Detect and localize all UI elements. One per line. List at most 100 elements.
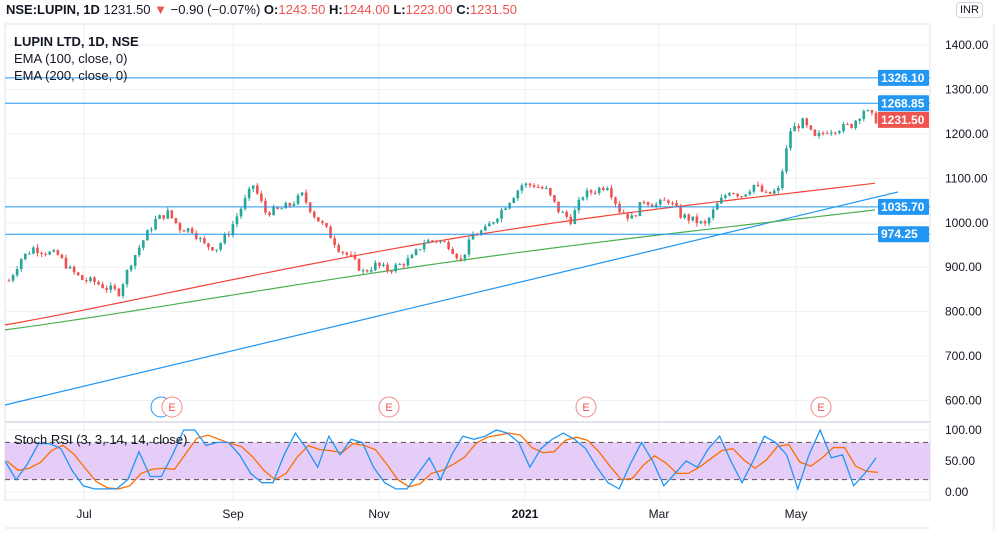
candle-body <box>585 190 589 198</box>
candle-body <box>129 265 133 271</box>
symbol-label: NSE:LUPIN, 1D <box>6 2 100 17</box>
stoch-rsi-legend[interactable]: Stoch RSI (3, 3, 14, 14, close) <box>14 432 188 447</box>
candle-body <box>349 254 353 256</box>
candle-body <box>451 248 454 254</box>
price-tick-label: 1100.00 <box>945 171 988 185</box>
candle-body <box>329 226 332 239</box>
candle-body <box>455 253 459 259</box>
candle-body <box>109 285 113 290</box>
candle-body <box>691 216 695 221</box>
candle-body <box>361 270 365 272</box>
candle-body <box>304 192 308 203</box>
candle-body <box>532 185 536 187</box>
candle-body <box>410 254 414 259</box>
candle-body <box>365 270 369 272</box>
candle-body <box>858 118 862 121</box>
low-value: 1223.00 <box>405 2 453 17</box>
candle-body <box>797 126 800 129</box>
candle-body <box>439 241 442 243</box>
candle-body <box>699 221 703 224</box>
candle-body <box>622 212 625 214</box>
candle-body <box>231 224 235 236</box>
stoch-tick-label: 50.00 <box>945 454 975 468</box>
price-tick-label: 1300.00 <box>945 82 989 96</box>
candle-body <box>113 285 117 289</box>
candle-body <box>459 258 463 260</box>
candle-body <box>418 249 422 251</box>
candle-body <box>64 257 68 269</box>
candle-body <box>711 209 715 218</box>
candle-body <box>565 211 568 217</box>
candle-body <box>777 188 780 191</box>
candle-body <box>394 264 397 272</box>
candle-body <box>573 210 577 224</box>
open-value: 1243.50 <box>278 2 326 17</box>
candle-body <box>520 185 524 191</box>
candle-body <box>390 271 393 273</box>
candle-body <box>56 250 60 255</box>
stoch-tick-label: 0.00 <box>945 485 969 499</box>
candle-body <box>312 211 316 218</box>
candle-body <box>496 218 499 223</box>
price-tick-label: 1000.00 <box>945 216 989 230</box>
candle-body <box>553 195 556 202</box>
candle-body <box>483 226 487 231</box>
candle-body <box>170 210 174 219</box>
candle-body <box>93 277 96 282</box>
candle-body <box>194 232 198 239</box>
time-tick-label: Mar <box>649 507 670 521</box>
candle-body <box>874 112 878 124</box>
candle-body <box>199 238 202 240</box>
candle-body <box>512 198 516 203</box>
candle-body <box>435 240 438 242</box>
candle-body <box>833 132 837 134</box>
candle-body <box>618 203 621 213</box>
price-tick-label: 900.00 <box>945 260 982 274</box>
candle-body <box>842 123 845 132</box>
candle-body <box>544 188 548 190</box>
high-value: 1244.00 <box>342 2 390 17</box>
earnings-marker-label: E <box>385 402 392 414</box>
stoch-d-line <box>6 432 879 490</box>
candle-body <box>646 202 650 205</box>
chart-legend: LUPIN LTD, 1D, NSE EMA (100, close, 0) E… <box>14 33 139 84</box>
candle-body <box>760 185 764 192</box>
candle-body <box>638 202 642 217</box>
candle-body <box>105 288 108 290</box>
candle-body <box>341 251 345 253</box>
earnings-marker <box>378 396 400 418</box>
candle-body <box>720 197 723 204</box>
candle-body <box>687 214 691 221</box>
earnings-marker-label: E <box>817 402 824 414</box>
candle-body <box>663 199 666 201</box>
down-arrow-icon: ▼ <box>154 2 168 17</box>
earnings-marker <box>575 396 597 418</box>
currency-button[interactable]: INR <box>956 2 983 18</box>
legend-ema200[interactable]: EMA (200, close, 0) <box>14 68 128 83</box>
candle-body <box>207 243 210 248</box>
close-value: 1231.50 <box>469 2 517 17</box>
candle-body <box>540 187 544 189</box>
candle-body <box>695 216 699 224</box>
candle-body <box>667 200 670 204</box>
candle-body <box>243 198 247 209</box>
candle-body <box>272 206 275 216</box>
candle-body <box>805 118 809 126</box>
candle-body <box>337 244 341 252</box>
earnings-marker <box>810 396 832 418</box>
candle-body <box>736 194 739 197</box>
candle-body <box>801 118 805 129</box>
candle-body <box>276 206 279 209</box>
candle-body <box>223 234 227 244</box>
candle-body <box>48 251 52 255</box>
price-level-tag <box>878 198 929 215</box>
candle-body <box>142 240 145 248</box>
candle-body <box>89 277 92 282</box>
candle-body <box>862 111 866 119</box>
legend-ema100[interactable]: EMA (100, close, 0) <box>14 51 128 66</box>
earnings-marker <box>161 396 183 418</box>
earnings-marker-label: E <box>168 402 175 414</box>
candle-body <box>601 187 605 191</box>
candle-body <box>158 215 161 219</box>
